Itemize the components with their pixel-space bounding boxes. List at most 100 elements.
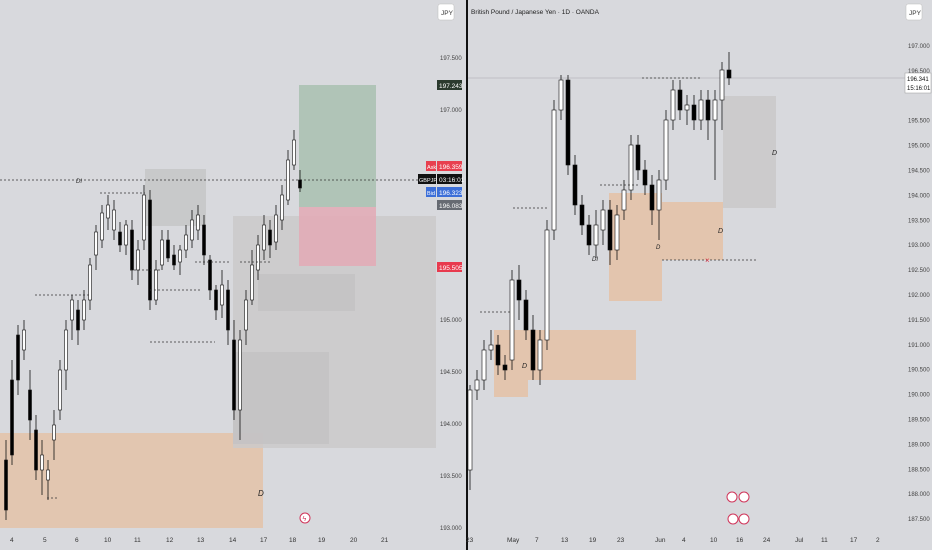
right-date-axis[interactable]: 23 May 7 13 19 23 Jun 4 10 16 24 Jul 11 17 2 xyxy=(466,537,880,544)
date-tick: 6 xyxy=(75,537,79,544)
event-icon[interactable] xyxy=(299,512,311,524)
candle-body xyxy=(544,229,550,341)
price-tick: 188.500 xyxy=(908,467,930,473)
zone-label: D xyxy=(522,363,527,370)
countdown: 03:16:01 xyxy=(439,177,465,184)
candle-body xyxy=(502,364,508,371)
candle-body xyxy=(220,284,224,306)
candle-body xyxy=(124,224,128,246)
left-date-axis[interactable]: 4 5 6 10 11 12 13 14 17 18 19 20 21 xyxy=(10,537,389,544)
candle-body xyxy=(614,214,620,251)
date-tick: 5 xyxy=(43,537,47,544)
candle-body xyxy=(509,279,515,361)
date-tick: 19 xyxy=(318,537,326,544)
candle-body xyxy=(130,229,134,271)
price-tick: 193.000 xyxy=(440,526,462,532)
date-tick: 10 xyxy=(710,537,718,544)
candle-body xyxy=(250,264,254,301)
candle-body xyxy=(244,299,248,331)
candle-body xyxy=(136,249,140,271)
candle-body xyxy=(670,89,676,121)
chart-title: British Pound / Japanese Yen · 1D · OAND… xyxy=(471,9,600,16)
stop-loss-zone xyxy=(299,207,376,266)
price-tick: 194.500 xyxy=(440,370,462,376)
price-tick: 196.500 xyxy=(908,69,930,75)
ask-label: Ask xyxy=(427,165,436,171)
candle-body xyxy=(22,329,26,351)
right-pane-bg xyxy=(468,0,932,550)
right-candles xyxy=(467,52,732,490)
candle-body xyxy=(148,199,152,301)
date-tick: Jul xyxy=(795,537,804,544)
price-tick: 195.500 xyxy=(908,119,930,125)
candle-body xyxy=(64,329,68,371)
date-tick: 14 xyxy=(229,537,237,544)
price-tick: 191.000 xyxy=(908,343,930,349)
candle-body xyxy=(172,254,176,266)
bid-price: 196.323 xyxy=(439,190,463,197)
candle-body xyxy=(214,289,218,311)
price-tick: 192.000 xyxy=(908,293,930,299)
candle-body xyxy=(292,139,296,166)
zone-label: D xyxy=(718,228,723,235)
ask-price: 196.359 xyxy=(439,164,463,171)
candle-body xyxy=(190,219,194,241)
candle-body xyxy=(488,344,494,351)
countdown: 15:16:01 xyxy=(907,86,931,92)
left-candles xyxy=(4,130,302,520)
gray-zone xyxy=(145,169,206,226)
date-tick: 13 xyxy=(197,537,205,544)
date-tick: 12 xyxy=(166,537,174,544)
candle-body xyxy=(268,229,272,246)
current-price: 196.341 xyxy=(907,77,929,83)
price-tick: 189.000 xyxy=(908,442,930,448)
left-price-ticks: 197.500 197.000 195.000 194.500 194.000 193.5… xyxy=(440,56,462,532)
candle-body xyxy=(112,209,116,231)
candle-body xyxy=(46,469,50,481)
price-tick: 197.000 xyxy=(908,44,930,50)
price-tick: 187.500 xyxy=(908,517,930,523)
date-tick: 16 xyxy=(736,537,744,544)
symbol-tag xyxy=(418,174,436,184)
currency-label: JPY xyxy=(441,10,454,17)
price-tick: 193.500 xyxy=(908,218,930,224)
candle-body xyxy=(238,339,242,411)
date-tick: 4 xyxy=(682,537,686,544)
mid-badge xyxy=(437,200,462,210)
candle-body xyxy=(58,369,62,411)
pane-divider[interactable] xyxy=(466,0,468,550)
candle-body xyxy=(467,389,473,471)
candle-body xyxy=(262,224,266,251)
currency-button[interactable] xyxy=(437,3,455,21)
event-icon[interactable] xyxy=(738,491,750,503)
price-tick: 197.000 xyxy=(440,108,462,114)
candle-body xyxy=(298,179,302,189)
candle-body xyxy=(565,79,571,166)
price-tick: 190.500 xyxy=(908,368,930,374)
candle-body xyxy=(202,224,206,256)
candle-body xyxy=(726,69,732,79)
supply-zone xyxy=(723,96,776,208)
date-tick: 24 xyxy=(763,537,771,544)
candle-body xyxy=(495,344,501,366)
zone-label: D xyxy=(772,150,777,157)
invalidation-marker: × xyxy=(705,256,710,265)
bid-tag xyxy=(426,187,436,197)
candle-body xyxy=(70,299,74,321)
event-icon[interactable] xyxy=(727,513,739,525)
candle-body xyxy=(196,214,200,231)
currency-button[interactable] xyxy=(905,3,923,21)
candle-body xyxy=(88,264,92,301)
candle-body xyxy=(208,259,212,291)
price-tick: 193.000 xyxy=(908,243,930,249)
tp-badge xyxy=(437,80,462,90)
price-tick: 193.500 xyxy=(440,474,462,480)
candle-body xyxy=(656,179,662,211)
left-price-scale[interactable] xyxy=(436,0,466,550)
date-tick: 7 xyxy=(535,537,539,544)
date-tick: 13 xyxy=(561,537,569,544)
event-icon[interactable] xyxy=(726,491,738,503)
event-icon[interactable] xyxy=(738,513,750,525)
right-chart-pane[interactable]: British Pound / Japanese Yen · 1D · OAND… xyxy=(466,0,932,550)
left-chart-pane[interactable]: DI D ϟ JPY 197.500197.000195.000194.5001… xyxy=(0,0,466,550)
